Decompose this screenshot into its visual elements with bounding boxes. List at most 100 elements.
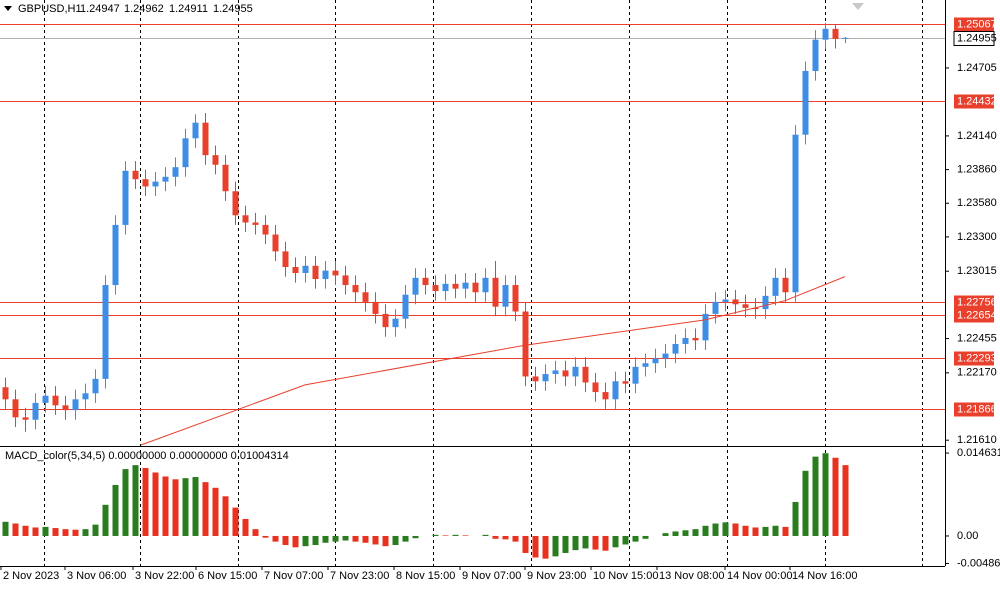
current-price-label: 1.24955 <box>957 32 997 44</box>
candle-body <box>472 282 479 293</box>
dropdown-arrow <box>4 6 12 11</box>
candle-body <box>742 304 749 308</box>
candle-body <box>362 292 369 302</box>
macd-bar <box>602 535 609 551</box>
macd-bar <box>832 457 839 536</box>
candle-body <box>162 176 169 182</box>
moving-average <box>140 276 846 446</box>
candle-body <box>702 313 709 341</box>
candle-body <box>752 307 759 310</box>
scroll-arrow <box>852 3 864 10</box>
candle-body <box>822 28 829 40</box>
x-tick-label: 9 Nov 23:00 <box>527 570 586 582</box>
macd-bar <box>672 531 679 536</box>
macd-bar <box>252 529 259 536</box>
macd-bar <box>622 535 629 545</box>
level-label: 1.25067 <box>957 18 997 30</box>
candle-body <box>432 285 439 292</box>
candle-body <box>282 251 289 267</box>
macd-bar <box>272 535 279 542</box>
macd-bar <box>722 522 729 536</box>
candle-body <box>172 167 179 177</box>
x-tick-label: 2 Nov 2023 <box>3 570 59 582</box>
candle-body <box>772 277 779 296</box>
candle-body <box>182 138 189 168</box>
macd-bar <box>362 535 369 543</box>
candle-body <box>602 392 609 400</box>
candle-body <box>382 313 389 328</box>
header-low: 1.24911 <box>169 3 208 15</box>
x-tick-label: 7 Nov 07:00 <box>264 570 323 582</box>
candle-body <box>202 122 209 156</box>
level-label-box <box>954 402 994 417</box>
candle-body <box>52 395 59 406</box>
macd-bar <box>62 529 69 536</box>
candle-body <box>262 224 269 235</box>
macd-bar <box>412 535 419 539</box>
macd-bar <box>692 529 699 536</box>
candle-body <box>682 337 689 344</box>
y-tick-label: 1.24140 <box>957 130 997 142</box>
macd-bar <box>352 535 359 542</box>
macd-bar <box>322 535 329 543</box>
candle-body <box>402 294 409 319</box>
macd-bar <box>392 535 399 546</box>
macd-bar <box>2 521 9 536</box>
y-tick-label: 1.23015 <box>957 265 997 277</box>
y-tick-label: 1.23300 <box>957 231 997 243</box>
candle-body <box>112 224 119 286</box>
candle-body <box>62 405 69 411</box>
macd-title: MACD_color(5,34,5) 0.00000000 0.00000000… <box>5 450 289 462</box>
macd-bar <box>562 535 569 553</box>
macd-bar <box>232 507 239 536</box>
candle-body <box>322 270 329 280</box>
macd-bar <box>302 535 309 547</box>
macd-bar <box>532 535 539 558</box>
candle-body <box>342 275 349 286</box>
macd-bar <box>202 482 209 536</box>
candle-body <box>252 222 259 225</box>
x-tick-label: 10 Nov 15:00 <box>593 570 658 582</box>
macd-bar <box>792 501 799 536</box>
macd-bar <box>212 487 219 536</box>
candle-body <box>482 277 489 293</box>
candle-body <box>462 282 469 289</box>
macd-bar <box>282 535 289 546</box>
candle-body <box>352 285 359 293</box>
candle-body <box>32 402 39 420</box>
candle-body <box>842 37 849 39</box>
candle-body <box>582 366 589 383</box>
macd-bar <box>662 533 669 536</box>
macd-bar <box>842 465 849 536</box>
candle-body <box>212 155 219 165</box>
candle-body <box>332 270 339 276</box>
x-tick-label: 8 Nov 15:00 <box>396 570 455 582</box>
candle-body <box>232 191 239 216</box>
candle-body <box>72 399 79 411</box>
candle-body <box>302 265 309 274</box>
x-tick-label: 6 Nov 15:00 <box>198 570 257 582</box>
level-label-box <box>954 351 994 366</box>
macd-bar <box>292 535 299 548</box>
macd-bar <box>442 535 449 536</box>
macd-bar <box>152 472 159 536</box>
macd-bar <box>612 535 619 548</box>
candle-body <box>42 395 49 403</box>
macd-bar <box>552 535 559 557</box>
candle-body <box>802 70 809 135</box>
macd-bar <box>492 535 499 539</box>
level-label: 1.22756 <box>957 296 997 308</box>
candle-body <box>832 28 839 39</box>
candle-body <box>662 353 669 359</box>
macd-bar <box>762 526 769 536</box>
level-label: 1.22654 <box>957 309 997 321</box>
macd-bar <box>522 535 529 553</box>
y-tick-label: 1.22455 <box>957 332 997 344</box>
current-price-box <box>953 31 995 46</box>
candle-body <box>562 370 569 377</box>
macd-bar <box>502 535 509 540</box>
macd-bar <box>592 535 599 550</box>
candle-body <box>592 382 599 393</box>
macd-bar <box>342 535 349 541</box>
macd-bar <box>702 525 709 536</box>
